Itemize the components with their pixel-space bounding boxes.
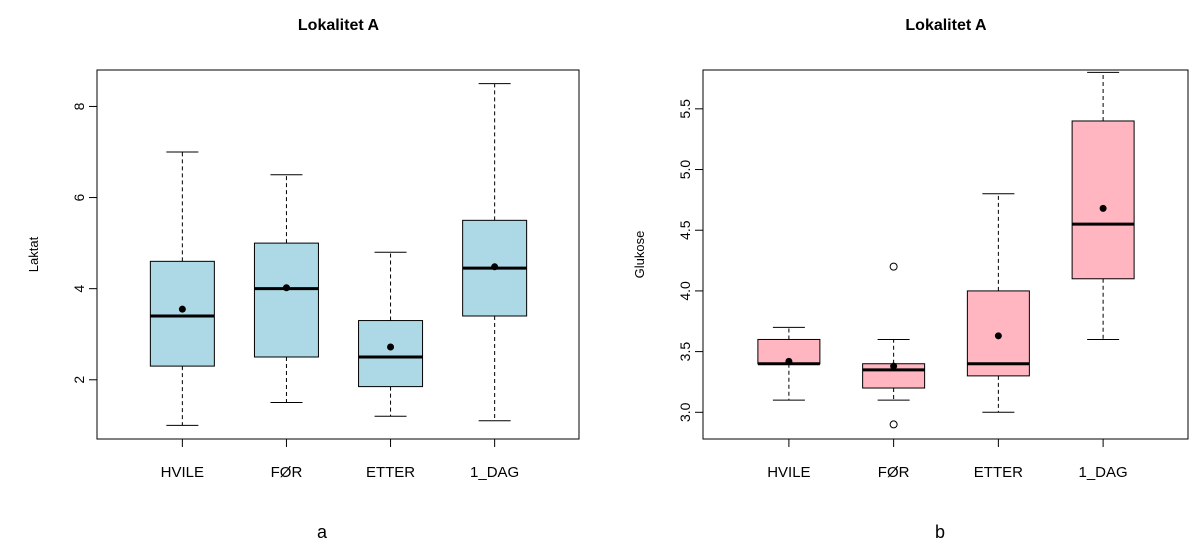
y-tick-label: 2 <box>71 376 87 384</box>
x-category-label: FØR <box>878 464 910 481</box>
y-tick-label: 3.5 <box>677 342 693 362</box>
y-tick-label: 4.5 <box>677 220 693 240</box>
y-tick-label: 5.5 <box>677 99 693 119</box>
iqr-box <box>862 363 926 389</box>
x-category-label: 1_DAG <box>1079 464 1128 481</box>
iqr-box <box>1071 120 1135 280</box>
mean-point <box>1099 204 1107 212</box>
chart-title: Lokalitet A <box>905 17 987 34</box>
mean-point <box>491 263 499 271</box>
plot-frame <box>96 69 580 440</box>
y-tick-label: 5.0 <box>677 160 693 180</box>
box-før <box>862 262 926 429</box>
y-axis-label: Glukose <box>632 231 647 279</box>
outlier-point <box>889 262 898 271</box>
mean-point <box>178 305 186 313</box>
chart-title: Lokalitet A <box>298 17 380 34</box>
mean-point <box>387 343 395 351</box>
iqr-box <box>253 242 319 358</box>
box-hvile <box>149 151 215 426</box>
x-category-label: HVILE <box>161 464 204 481</box>
panel-label: a <box>317 522 328 542</box>
y-tick-label: 8 <box>71 102 87 110</box>
box-1_dag <box>1071 71 1135 340</box>
x-category-label: FØR <box>271 464 303 481</box>
plot-frame <box>702 69 1189 440</box>
x-category-label: ETTER <box>974 464 1023 481</box>
y-tick-label: 4 <box>71 285 87 293</box>
x-category-label: HVILE <box>767 464 810 481</box>
y-tick-label: 3.0 <box>677 402 693 422</box>
x-category-label: 1_DAG <box>470 464 519 481</box>
box-hvile <box>757 326 821 401</box>
iqr-box <box>358 320 424 388</box>
mean-point <box>282 284 290 292</box>
box-etter <box>358 251 424 417</box>
box-etter <box>966 193 1030 413</box>
mean-point <box>994 332 1002 340</box>
y-axis-label: Laktat <box>26 236 41 272</box>
box-1_dag <box>462 83 528 422</box>
x-category-label: ETTER <box>366 464 415 481</box>
y-tick-label: 6 <box>71 193 87 201</box>
mean-point <box>785 357 793 365</box>
y-tick-label: 4.0 <box>677 281 693 301</box>
iqr-box <box>149 260 215 367</box>
outlier-point <box>889 420 898 429</box>
chart-b: Lokalitet A Glukose 3.0 3.5 4.0 4.5 5.0 5.5 HVIL… <box>632 17 1189 542</box>
box-før <box>253 174 319 404</box>
mean-point <box>890 362 898 370</box>
panel-label: b <box>935 522 945 542</box>
